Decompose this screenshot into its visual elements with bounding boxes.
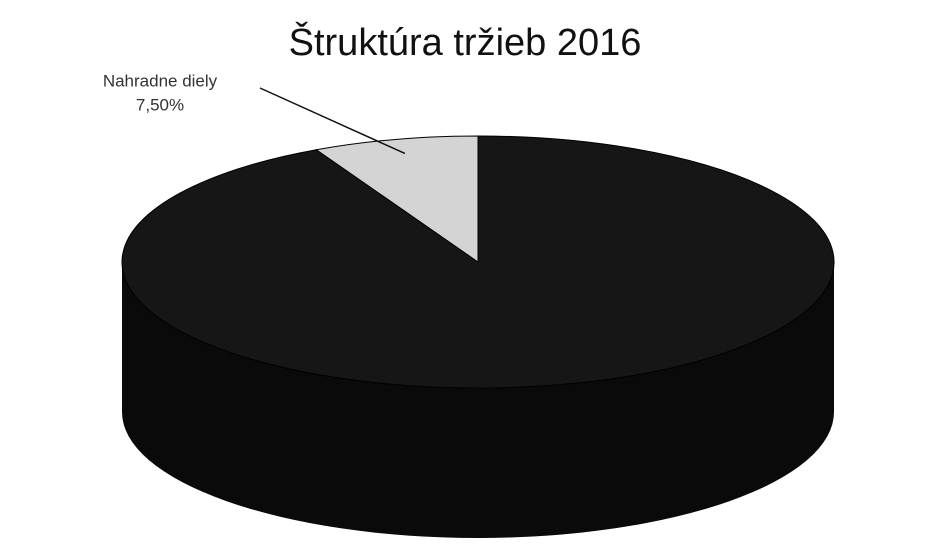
slice-label: Nahradne diely <box>103 71 218 90</box>
leader-line <box>259 87 406 155</box>
chart-title: Štruktúra tržieb 2016 <box>289 20 642 64</box>
pie-side <box>122 262 834 538</box>
slice-value-label: 7,50% <box>136 95 184 114</box>
pie-slice <box>315 135 479 263</box>
